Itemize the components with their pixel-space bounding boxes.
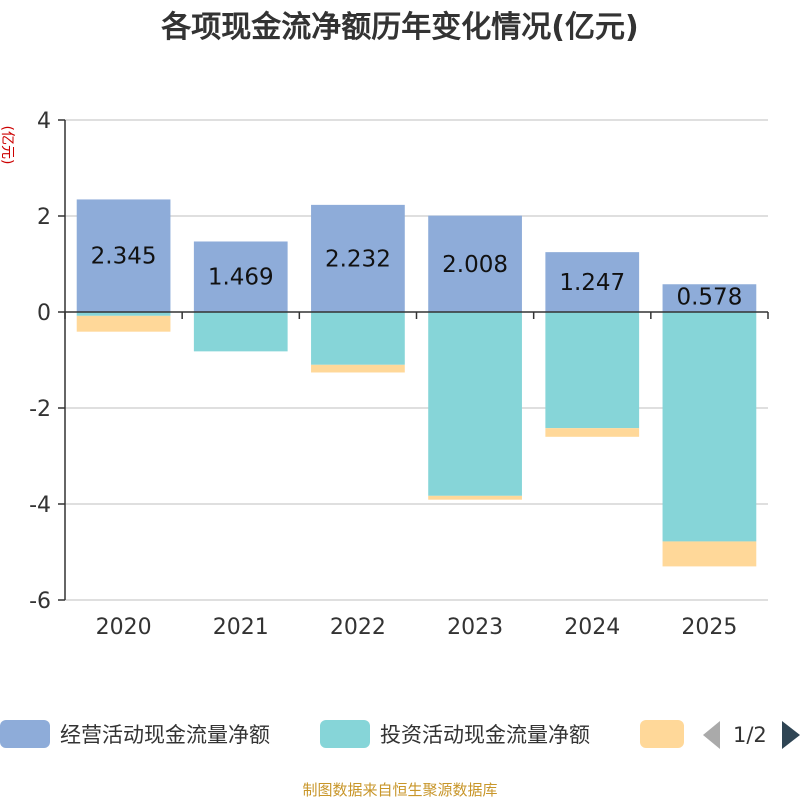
bar-2024-series-1: [545, 312, 640, 429]
bar-2022-series-1: [311, 312, 405, 365]
y-tick-label: -4: [29, 493, 51, 518]
x-tick-label-2025: 2025: [681, 615, 737, 640]
data-label-2022: 2.232: [325, 246, 391, 272]
bar-2025-series-1: [662, 312, 757, 542]
data-label-2021: 1.469: [208, 265, 274, 291]
bar-2020-series-0: [76, 199, 171, 312]
bar-2021-series-1: [193, 312, 288, 352]
data-label-2025: 0.578: [676, 284, 742, 310]
legend-label-investing[interactable]: 投资活动现金流量净额: [380, 723, 590, 747]
bar-2023-series-0: [428, 215, 522, 312]
axes: 4 2 0 -2 -4 -6 2020 2021 2022 2023 2024 2025: [29, 109, 769, 640]
y-tick-label: -2: [29, 397, 51, 422]
legend-next-page-icon[interactable]: [782, 721, 800, 749]
bar-2024-series-2: [545, 428, 640, 437]
bar-2023-series-2: [428, 495, 522, 500]
bar-2024-series-0: [545, 252, 640, 312]
x-tick-label-2020: 2020: [96, 615, 152, 640]
bar-2025-series-2: [662, 541, 757, 567]
y-tick-label: 2: [37, 205, 51, 230]
legend-label-operating[interactable]: 经营活动现金流量净额: [60, 723, 270, 747]
x-tick-label-2022: 2022: [330, 615, 386, 640]
legend-prev-page-icon[interactable]: [703, 721, 720, 749]
bar-2020-series-1: [76, 312, 171, 316]
legend: 经营活动现金流量净额 投资活动现金流量净额 1/2: [0, 720, 800, 749]
bar-2021-series-0: [193, 241, 288, 312]
bar-2020-series-2: [76, 315, 171, 332]
legend-swatch-financing[interactable]: [640, 720, 684, 748]
x-tick-label-2021: 2021: [213, 615, 269, 640]
y-axis-label: (亿元): [0, 126, 15, 165]
legend-swatch-operating[interactable]: [0, 720, 50, 748]
y-tick-label: 4: [37, 109, 51, 134]
bar-2023-series-1: [428, 312, 522, 496]
x-tick-label-2024: 2024: [564, 615, 620, 640]
data-source: 制图数据来自恒生聚源数据库: [302, 781, 497, 799]
x-tick-label-2023: 2023: [447, 615, 503, 640]
legend-page-indicator: 1/2: [733, 723, 767, 747]
data-label-2023: 2.008: [442, 252, 508, 278]
data-label-2024: 1.247: [559, 270, 625, 296]
y-tick-label: -6: [29, 589, 51, 614]
data-label-2020: 2.345: [91, 244, 157, 270]
bars: [76, 199, 757, 567]
legend-swatch-investing[interactable]: [320, 720, 370, 748]
y-tick-label: 0: [37, 301, 51, 326]
chart-title: 各项现金流净额历年变化情况(亿元): [160, 10, 638, 45]
bar-2025-series-0: [662, 284, 757, 312]
grid: [65, 119, 768, 601]
data-labels: 2.345 1.469 2.232 2.008 1.247 0.578: [91, 244, 743, 311]
bar-2022-series-0: [311, 204, 405, 312]
bar-2022-series-2: [311, 364, 405, 373]
